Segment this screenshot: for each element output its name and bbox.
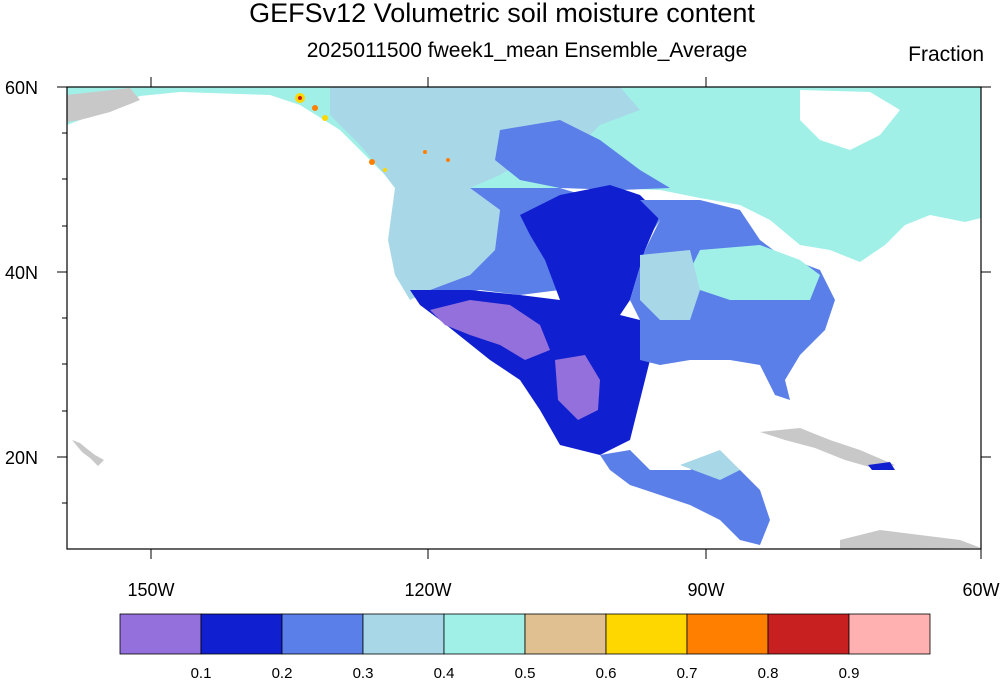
colorbar-label: 0.6 — [596, 665, 617, 681]
region-alaska-grey — [67, 88, 140, 122]
alaska-hotspots — [295, 93, 450, 172]
region-hudson-white — [800, 90, 900, 150]
map-title: GEFSv12 Volumetric soil moisture content — [249, 0, 755, 28]
colorbar-label: 0.2 — [272, 665, 293, 681]
region-texas-purple — [555, 355, 600, 420]
region-hispaniola — [868, 462, 895, 470]
colorbar-label: 0.1 — [191, 665, 212, 681]
region-cuba — [760, 428, 895, 470]
lon-label-120w: 120W — [404, 580, 451, 600]
colorbar-swatch — [281, 613, 364, 655]
region-southwest-purple — [430, 300, 550, 360]
region-south-america — [840, 530, 981, 549]
colorbar-swatch — [524, 613, 607, 655]
map-subtitle: 2025011500 fweek1_mean Ensemble_Average — [306, 39, 748, 62]
region-midwest-cyan — [690, 245, 820, 300]
region-canada-blue — [495, 120, 670, 190]
lon-label-150w: 150W — [127, 580, 174, 600]
colorbar-swatch — [605, 613, 688, 655]
lat-label-60n: 60N — [5, 78, 38, 98]
lat-label-20n: 20N — [5, 448, 38, 468]
colorbar-swatch — [848, 613, 931, 655]
region-yucatan — [680, 450, 740, 480]
colorbar-swatch — [443, 613, 526, 655]
colorbar-label: 0.7 — [677, 665, 698, 681]
colorbar-label: 0.8 — [758, 665, 779, 681]
lon-label-60w: 60W — [962, 580, 999, 600]
colorbar-swatch — [767, 613, 850, 655]
colorbar-label: 0.4 — [434, 665, 455, 681]
region-hawaii — [72, 440, 104, 466]
colorbar-swatch — [362, 613, 445, 655]
colorbar-label: 0.3 — [353, 665, 374, 681]
region-canada-dry — [330, 87, 640, 190]
units-label: Fraction — [908, 43, 984, 66]
colorbar-swatch — [200, 613, 283, 655]
lon-label-90w: 90W — [687, 580, 724, 600]
map-field — [67, 87, 981, 549]
colorbar-label: 0.5 — [515, 665, 536, 681]
lon-ticks — [150, 77, 982, 559]
region-midwest-light — [640, 250, 700, 320]
colorbar-label: 0.9 — [839, 665, 860, 681]
region-west-us — [388, 188, 500, 300]
colorbar: 0.1 0.2 0.3 0.4 0.5 0.6 0.7 0.8 0.9 — [119, 613, 931, 681]
lat-label-40n: 40N — [5, 263, 38, 283]
region-plains-dark — [520, 185, 660, 330]
lat-ticks — [57, 86, 991, 504]
colorbar-swatch — [686, 613, 769, 655]
colorbar-swatch — [119, 613, 202, 655]
